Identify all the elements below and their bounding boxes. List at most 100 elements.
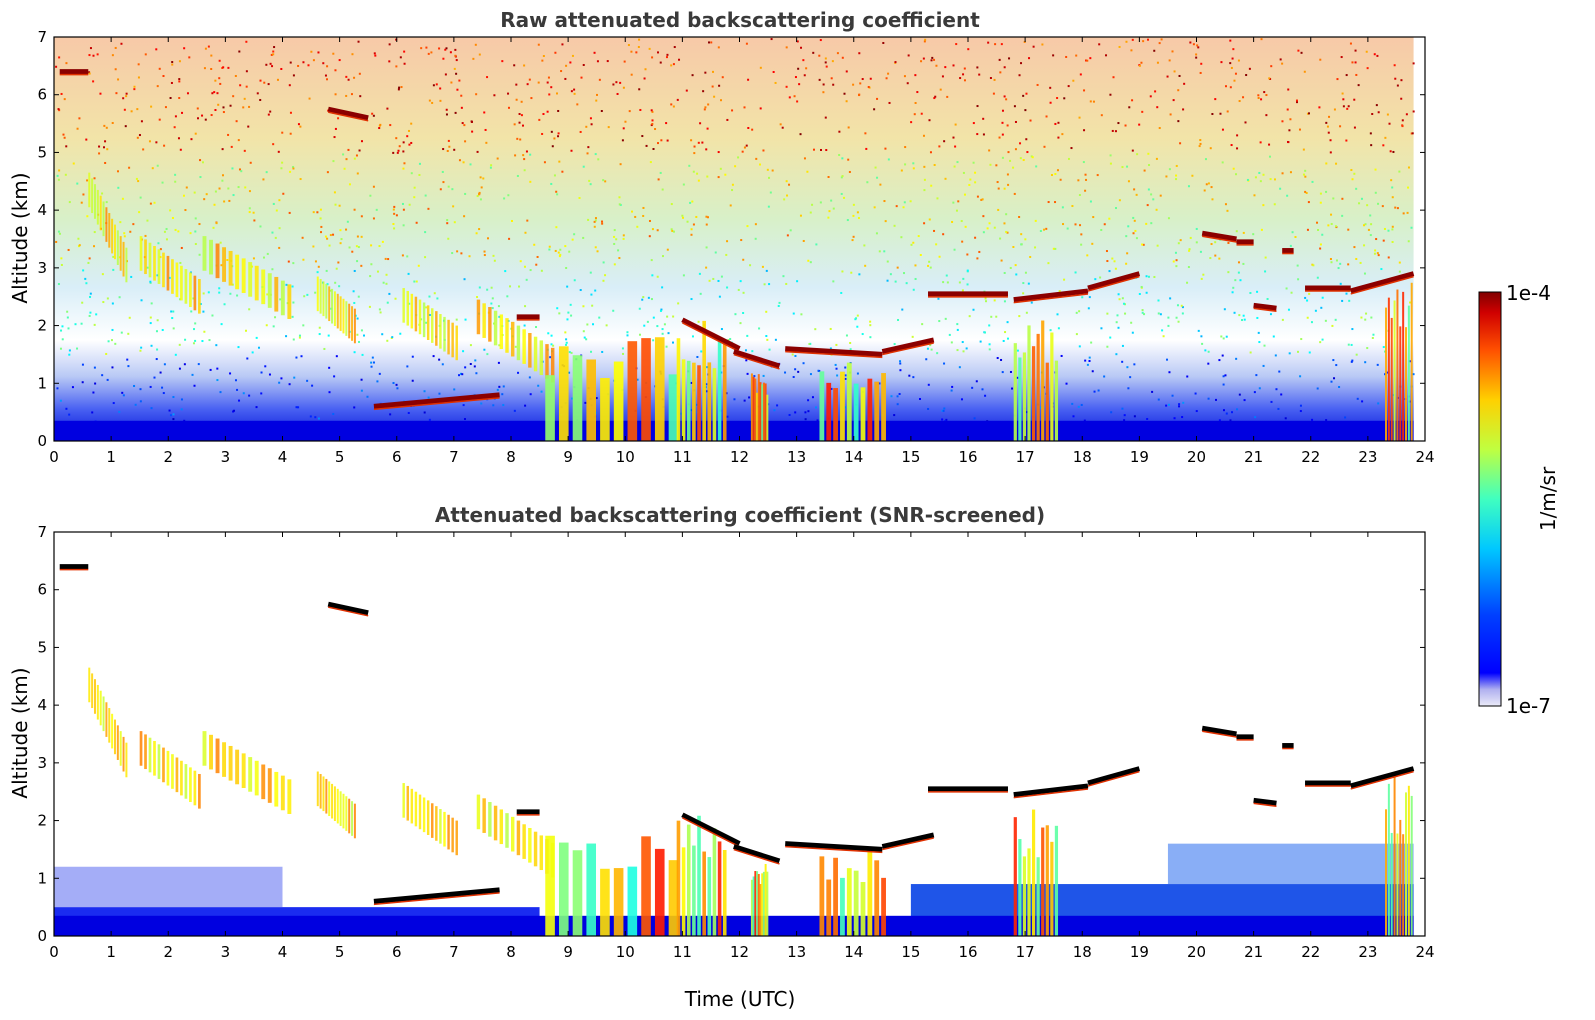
noise-speck bbox=[1342, 98, 1345, 101]
noise-speck bbox=[861, 333, 864, 336]
noise-speck bbox=[388, 60, 391, 63]
noise-speck bbox=[474, 359, 477, 362]
noise-speck bbox=[961, 289, 964, 292]
precip-shaft bbox=[1393, 776, 1396, 936]
noise-speck bbox=[506, 295, 509, 298]
noise-speck bbox=[413, 196, 416, 199]
x-tick-label: 16 bbox=[958, 943, 977, 961]
noise-speck bbox=[1100, 228, 1103, 231]
noise-speck bbox=[541, 132, 544, 135]
y-tick-label: 4 bbox=[37, 696, 47, 714]
ice-streak bbox=[93, 679, 96, 714]
noise-speck bbox=[320, 231, 323, 234]
noise-speck bbox=[172, 418, 175, 421]
noise-speck bbox=[631, 210, 634, 213]
noise-speck bbox=[444, 73, 447, 76]
noise-speck bbox=[773, 409, 776, 412]
noise-speck bbox=[1272, 335, 1275, 338]
noise-speck bbox=[456, 250, 459, 253]
noise-speck bbox=[548, 93, 551, 96]
ice-streak bbox=[261, 269, 266, 305]
noise-speck bbox=[960, 220, 963, 223]
noise-speck bbox=[1072, 79, 1075, 82]
noise-speck bbox=[733, 398, 736, 401]
noise-speck bbox=[118, 410, 121, 413]
noise-speck bbox=[101, 374, 104, 377]
noise-speck bbox=[878, 382, 881, 385]
noise-speck bbox=[1056, 169, 1059, 172]
noise-speck bbox=[1061, 206, 1064, 209]
noise-speck bbox=[1052, 247, 1055, 250]
noise-speck bbox=[248, 190, 251, 193]
precip-shaft bbox=[1022, 352, 1027, 441]
precip-shaft bbox=[1385, 307, 1388, 441]
noise-speck bbox=[1182, 401, 1185, 404]
noise-speck bbox=[1074, 223, 1077, 226]
noise-speck bbox=[642, 296, 645, 299]
boundary-layer-thin bbox=[54, 866, 283, 908]
noise-speck bbox=[155, 330, 158, 333]
noise-speck bbox=[1396, 207, 1399, 210]
noise-speck bbox=[417, 264, 420, 267]
x-tick-label: 21 bbox=[1244, 943, 1263, 961]
noise-speck bbox=[781, 126, 784, 129]
noise-speck bbox=[178, 60, 181, 63]
noise-speck bbox=[659, 171, 662, 174]
noise-speck bbox=[1256, 290, 1259, 293]
noise-speck bbox=[360, 215, 363, 218]
noise-speck bbox=[666, 53, 669, 56]
noise-speck bbox=[1386, 371, 1389, 374]
ice-streak bbox=[451, 817, 454, 853]
noise-speck bbox=[528, 78, 531, 81]
noise-speck bbox=[1289, 171, 1292, 174]
noise-speck bbox=[1302, 173, 1305, 176]
noise-speck bbox=[622, 352, 625, 355]
noise-speck bbox=[1133, 188, 1136, 191]
ice-streak bbox=[108, 708, 111, 743]
noise-speck bbox=[174, 228, 177, 231]
noise-speck bbox=[192, 342, 195, 345]
noise-speck bbox=[1265, 94, 1268, 97]
noise-speck bbox=[208, 339, 211, 342]
noise-speck bbox=[399, 332, 402, 335]
noise-speck bbox=[1353, 98, 1356, 101]
ice-streak bbox=[418, 299, 422, 335]
noise-speck bbox=[194, 243, 197, 246]
noise-speck bbox=[513, 123, 516, 126]
noise-speck bbox=[155, 48, 158, 51]
noise-speck bbox=[1381, 205, 1384, 208]
noise-speck bbox=[82, 269, 85, 272]
noise-speck bbox=[1149, 95, 1152, 98]
x-tick-label: 6 bbox=[392, 448, 402, 466]
noise-speck bbox=[809, 261, 812, 264]
noise-speck bbox=[252, 257, 255, 260]
ice-streak bbox=[439, 314, 442, 349]
noise-speck bbox=[1085, 59, 1088, 62]
noise-speck bbox=[663, 323, 666, 326]
noise-speck bbox=[136, 136, 139, 139]
noise-speck bbox=[768, 283, 771, 286]
noise-speck bbox=[1304, 296, 1307, 299]
noise-speck bbox=[981, 198, 984, 201]
noise-speck bbox=[361, 353, 364, 356]
noise-speck bbox=[1080, 403, 1083, 406]
noise-speck bbox=[515, 83, 518, 86]
noise-speck bbox=[1143, 169, 1146, 172]
noise-speck bbox=[402, 141, 405, 144]
noise-speck bbox=[1093, 390, 1096, 393]
noise-speck bbox=[1291, 231, 1294, 234]
noise-speck bbox=[1412, 62, 1415, 65]
noise-speck bbox=[1255, 374, 1258, 377]
noise-speck bbox=[681, 214, 684, 217]
noise-speck bbox=[852, 214, 855, 217]
noise-speck bbox=[418, 162, 421, 165]
noise-speck bbox=[87, 261, 90, 264]
noise-speck bbox=[425, 321, 428, 324]
noise-speck bbox=[743, 146, 746, 149]
noise-speck bbox=[529, 153, 532, 156]
ice-streak bbox=[451, 322, 454, 358]
noise-speck bbox=[276, 78, 279, 81]
noise-speck bbox=[347, 78, 350, 81]
surface-layer bbox=[54, 420, 1414, 441]
noise-speck bbox=[458, 79, 461, 82]
